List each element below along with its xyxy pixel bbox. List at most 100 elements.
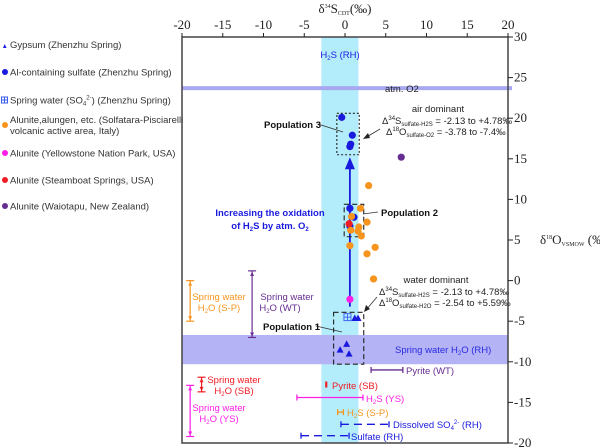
water-delta-o: Δ18Osulfate-H2O = -2.54 to +5.59‰ xyxy=(379,298,511,310)
arrowhead-icon xyxy=(364,305,370,312)
x-tick-label: 20 xyxy=(502,17,515,32)
y-tick-label: -20 xyxy=(514,435,531,448)
points-layer xyxy=(336,113,405,357)
arrowhead-icon xyxy=(188,386,193,391)
arrowhead-icon xyxy=(188,281,193,286)
arrow-up-icon xyxy=(344,157,355,170)
legend-circle-icon xyxy=(2,203,8,209)
svg-text:Spring water: Spring water xyxy=(192,292,245,303)
data-point-circle xyxy=(345,220,353,228)
y-axis-title: δ18OVSMOW (‰) xyxy=(540,232,600,248)
y-tick-label: 25 xyxy=(514,70,527,85)
data-point-circle xyxy=(357,232,365,240)
population-3-leader xyxy=(317,123,344,133)
population-3-label: Population 3 xyxy=(264,120,321,131)
arrowhead-icon xyxy=(199,378,204,383)
legend-item-waiotapu: Alunite (Waiotapu, New Zealand) xyxy=(10,202,149,213)
x-tick-label: 5 xyxy=(383,17,390,32)
arrowhead-icon xyxy=(188,431,193,436)
legend-item-al-sulfate: Al-containing sulfate (Zhenzhu Spring) xyxy=(10,68,172,79)
x-axis-title: δ34SCDT(‰) xyxy=(318,1,371,17)
y-tick-label: 15 xyxy=(514,151,527,166)
x-tick-label: -15 xyxy=(214,17,231,32)
atm-o2-line xyxy=(182,86,512,91)
data-point-circle xyxy=(346,295,354,303)
data-point-circle xyxy=(356,204,365,212)
y-tick-label: 20 xyxy=(514,110,527,125)
y-tick-label: 30 xyxy=(514,29,527,44)
bands-layer xyxy=(182,37,512,443)
population-boxes xyxy=(315,112,381,365)
svg-text:H2O (S-P): H2O (S-P) xyxy=(198,303,240,315)
air-delta-s: Δ34Ssulfate-H2S = -2.13 to +4.78‰ xyxy=(382,116,512,128)
svg-text:water dominant: water dominant xyxy=(403,275,469,286)
dissolved-so4-label: Dissolved SO42- (RH) xyxy=(393,420,482,432)
data-point-triangle xyxy=(354,314,362,321)
svg-text:Spring water: Spring water xyxy=(207,375,260,386)
population-2-leader xyxy=(362,211,379,215)
population-1-label: Population 1 xyxy=(263,322,321,333)
svg-text:Spring water: Spring water xyxy=(260,292,313,303)
legend-item-gypsum: Gypsum (Zhenzhu Spring) xyxy=(10,40,121,51)
data-point-circle xyxy=(346,242,354,250)
x-tick-label: -10 xyxy=(255,17,272,32)
ticks-layer: -20 -15 -10 -5 0 5 10 15 20302520151050-5-10-15-… xyxy=(173,17,531,448)
y-tick-label: 5 xyxy=(514,232,521,247)
legend-item-yellowstone: Alunite (Yellowstone Nation Park, USA) xyxy=(10,149,175,160)
data-point-circle xyxy=(347,212,356,221)
data-point-circle xyxy=(348,131,356,139)
spring-water-rh-band xyxy=(182,335,508,365)
x-tick-label: 0 xyxy=(342,17,349,32)
pyrite-sb-label: Pyrite (SB) xyxy=(332,381,378,392)
legend-item-italy: Alunite,alungen, etc. (Solfatara-Pisciar… xyxy=(10,115,183,137)
air-delta-o: Δ18Osulfate-O2 = -3.78 to -7.4‰ xyxy=(386,127,506,139)
y-tick-label: 0 xyxy=(514,273,521,288)
data-point-triangle xyxy=(343,340,351,347)
legend-circle-icon xyxy=(2,69,8,75)
spring-water-rh-label: Spring water H2O (RH) xyxy=(395,345,491,357)
y-tick-label: 10 xyxy=(514,191,527,206)
svg-text:air dominant: air dominant xyxy=(412,104,465,115)
data-point-boxed-cross xyxy=(343,313,352,322)
x-tick-label: 10 xyxy=(420,17,433,32)
data-point-circle xyxy=(363,250,371,258)
h2s-ys-label: H2S (YS) xyxy=(366,394,404,406)
legend-item-spring-so4: Spring water (SO42-) (Zhenzhu Spring) xyxy=(10,96,171,108)
data-point-circle xyxy=(347,226,355,234)
arrowhead-icon xyxy=(250,271,255,276)
population-2-label: Population 2 xyxy=(381,208,438,219)
svg-text:of H2S by atm. O2: of H2S by atm. O2 xyxy=(231,221,309,233)
data-point-circle xyxy=(338,113,346,121)
h2s-rh-label: H2S (RH) xyxy=(320,50,359,62)
legend-boxed-cross-icon xyxy=(1,96,8,104)
y-tick-label: -15 xyxy=(514,394,531,409)
y-tick-label: -10 xyxy=(514,354,531,369)
data-point-circle xyxy=(369,275,378,283)
air-dominant-note: air dominant Δ34Ssulfate-H2S = -2.13 to … xyxy=(382,104,512,139)
data-point-circle xyxy=(365,181,373,190)
legend-triangle-icon xyxy=(3,44,7,48)
data-point-circle xyxy=(363,218,371,226)
pyrite-wt-label: Pyrite (WT) xyxy=(406,366,454,377)
svg-text:H2O (YS): H2O (YS) xyxy=(199,414,238,426)
water-delta-s: Δ34Ssulfate-H2S = -2.13 to +4.78‰ xyxy=(379,287,509,299)
population-1-leader xyxy=(315,325,343,333)
legend-circle-icon xyxy=(2,177,8,183)
h2s-sp-label: H2S (S-P) xyxy=(347,408,388,420)
water-dominant-note: water dominant Δ34Ssulfate-H2S = -2.13 t… xyxy=(379,275,511,310)
svg-text:H2O (SB): H2O (SB) xyxy=(214,386,253,398)
svg-text:Increasing the oxidation: Increasing the oxidation xyxy=(215,208,324,219)
legend-item-steamboat: Alunite (Steamboat Springs, USA) xyxy=(10,176,154,187)
data-point-circle xyxy=(397,153,405,161)
legend-circle-icon xyxy=(2,150,8,156)
svg-text:H2O (WT): H2O (WT) xyxy=(259,303,300,315)
oxidation-label: Increasing the oxidation of H2S by atm. … xyxy=(215,208,324,233)
legend: Gypsum (Zhenzhu Spring) Al-containing su… xyxy=(1,40,183,213)
svg-text:Spring water: Spring water xyxy=(192,403,245,414)
sulfate-rh-label: Sulfate (RH) xyxy=(351,432,403,443)
